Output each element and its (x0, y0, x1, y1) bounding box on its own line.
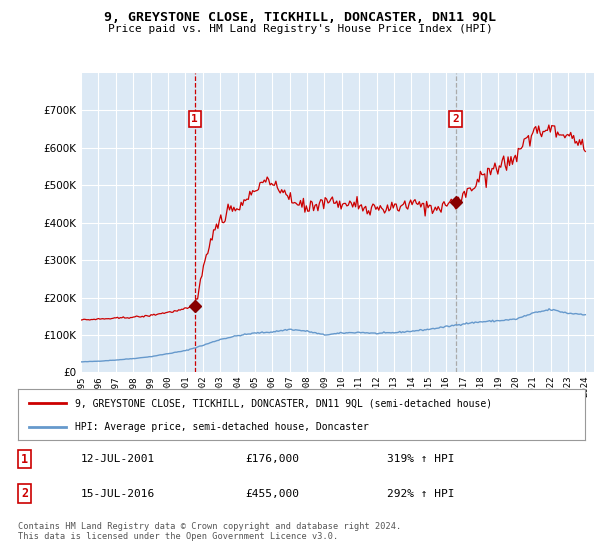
Text: 9, GREYSTONE CLOSE, TICKHILL, DONCASTER, DN11 9QL (semi-detached house): 9, GREYSTONE CLOSE, TICKHILL, DONCASTER,… (75, 398, 492, 408)
Text: HPI: Average price, semi-detached house, Doncaster: HPI: Average price, semi-detached house,… (75, 422, 368, 432)
Text: 2: 2 (21, 487, 28, 500)
Text: Contains HM Land Registry data © Crown copyright and database right 2024.
This d: Contains HM Land Registry data © Crown c… (18, 522, 401, 542)
Text: £176,000: £176,000 (245, 454, 299, 464)
Text: Price paid vs. HM Land Registry's House Price Index (HPI): Price paid vs. HM Land Registry's House … (107, 24, 493, 34)
Text: 1: 1 (21, 452, 28, 465)
Text: 1: 1 (191, 114, 198, 124)
Text: £455,000: £455,000 (245, 489, 299, 499)
Text: 292% ↑ HPI: 292% ↑ HPI (386, 489, 454, 499)
Text: 319% ↑ HPI: 319% ↑ HPI (386, 454, 454, 464)
Text: 15-JUL-2016: 15-JUL-2016 (80, 489, 155, 499)
Text: 12-JUL-2001: 12-JUL-2001 (80, 454, 155, 464)
Text: 2: 2 (452, 114, 459, 124)
Text: 9, GREYSTONE CLOSE, TICKHILL, DONCASTER, DN11 9QL: 9, GREYSTONE CLOSE, TICKHILL, DONCASTER,… (104, 11, 496, 24)
